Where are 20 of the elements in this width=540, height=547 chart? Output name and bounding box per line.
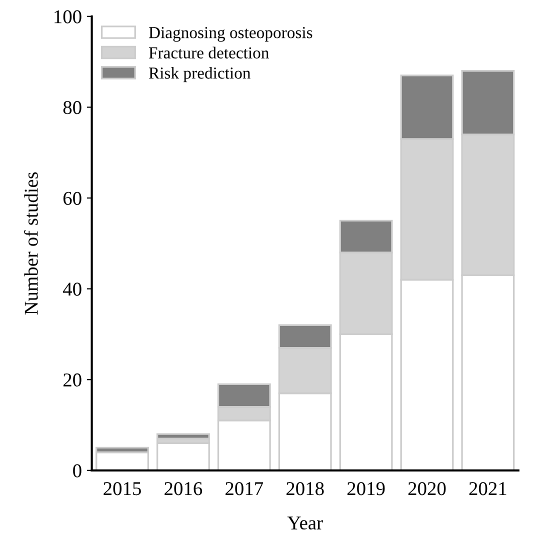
x-tick-label: 2016: [164, 482, 202, 496]
y-tick-label: 0: [73, 464, 82, 478]
y-tick-label: 100: [54, 10, 82, 24]
x-tick-label: 2015: [104, 482, 141, 496]
x-tick-label: 2020: [408, 482, 446, 496]
x-tick-label: 2017: [226, 482, 264, 496]
x-tick-label: 2021: [469, 482, 506, 496]
bar: [96, 451, 150, 470]
y-tick-label: 40: [63, 282, 82, 296]
legend-label: Diagnosing osteoporosis: [148, 27, 312, 42]
legend-label: Risk prediction: [148, 66, 251, 82]
x-tick-label: 2018: [286, 482, 324, 496]
legend-label: Fracture detection: [148, 46, 269, 59]
y-tick-label: 60: [63, 192, 82, 205]
y-tick-label: 80: [63, 101, 82, 114]
y-axis-title: Number of studies: [24, 172, 38, 315]
x-tick-label: 2019: [347, 482, 385, 496]
y-tick-label: 20: [63, 373, 82, 387]
bar: [156, 442, 210, 470]
x-axis-title: Year: [287, 516, 323, 530]
